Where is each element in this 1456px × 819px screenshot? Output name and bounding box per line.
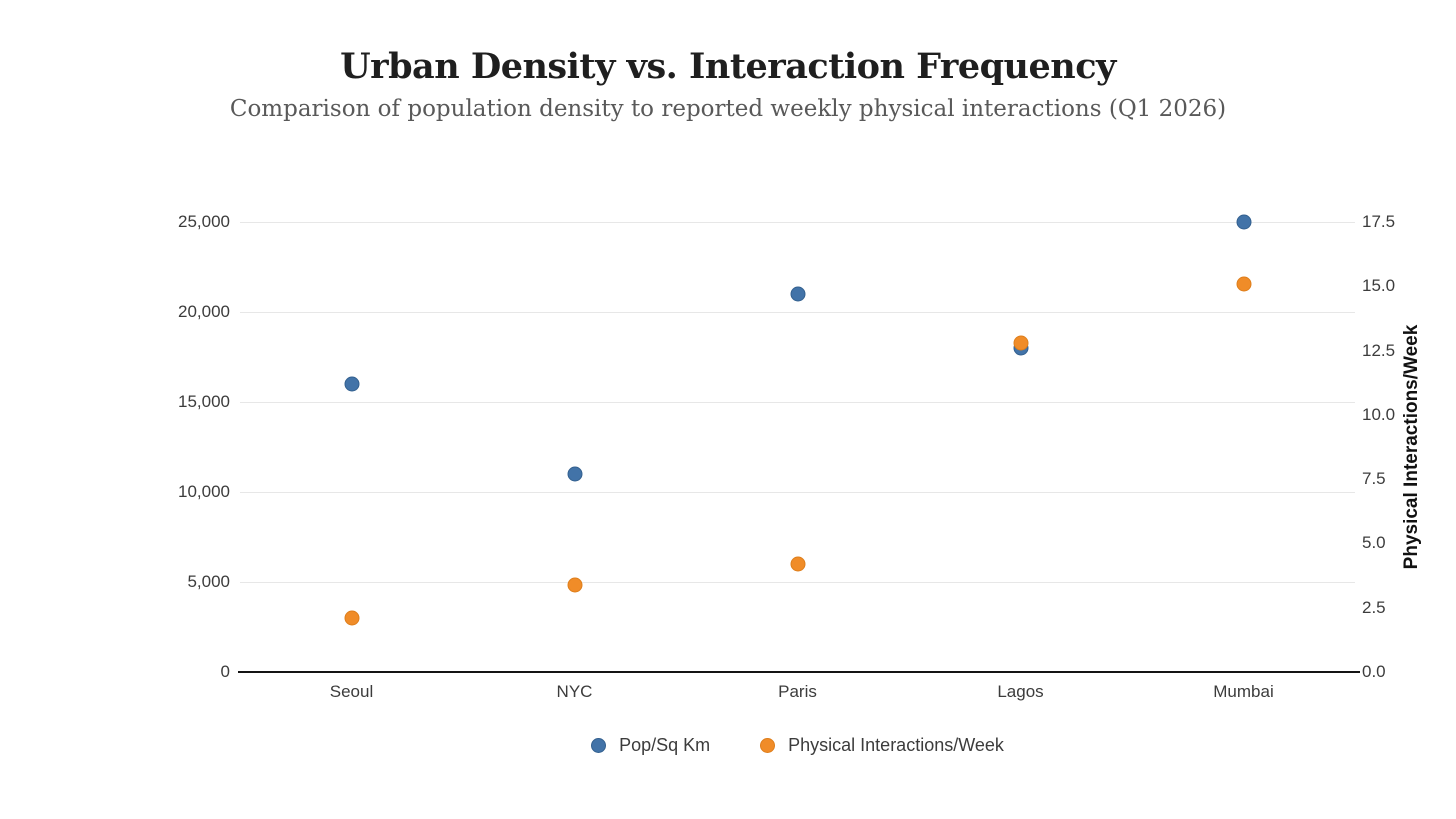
scatter-point-pop-sq-km-seoul[interactable] [344, 376, 359, 392]
scatter-point-pop-sq-km-mumbai[interactable] [1236, 214, 1251, 230]
x-axis-tick-label-lagos: Lagos [997, 682, 1044, 701]
scatter-point-physical-interactions-week-seoul[interactable] [344, 610, 359, 626]
right-axis-tick-label: 7.5 [1362, 469, 1386, 489]
legend-item-physical-interactions-week[interactable]: Physical Interactions/Week [760, 735, 1004, 756]
scatter-point-pop-sq-km-nyc[interactable] [567, 466, 582, 482]
left-axis-tick-label: 0 [220, 662, 230, 681]
gridline [240, 492, 1355, 493]
scatter-point-physical-interactions-week-paris[interactable] [790, 556, 805, 572]
left-axis-tick-label: 15,000 [178, 392, 230, 411]
x-axis-tick-label-nyc: NYC [556, 682, 593, 701]
gridline [240, 222, 1355, 223]
gridline [240, 402, 1355, 403]
chart-subtitle: Comparison of population density to repo… [229, 96, 1227, 122]
right-axis-tick-label: 2.5 [1362, 597, 1386, 617]
right-axis-tick-label: 5.0 [1362, 533, 1386, 553]
chart-title: Urban Density vs. Interaction Frequency [340, 46, 1116, 87]
scatter-point-physical-interactions-week-lagos[interactable] [1013, 335, 1028, 351]
legend-dot-icon [591, 738, 607, 753]
x-axis-tick-label-seoul: Seoul [329, 682, 374, 701]
right-axis-tick-label: 10.0 [1362, 404, 1396, 424]
legend-label: Pop/Sq Km [619, 735, 711, 755]
gridline [240, 582, 1355, 583]
x-axis-tick-label-mumbai: Mumbai [1213, 682, 1274, 701]
right-axis-tick-label: 0.0 [1362, 662, 1386, 681]
left-axis-tick-label: 5,000 [187, 572, 230, 591]
right-axis-title: Physical Interactions/Week [1401, 324, 1422, 570]
scatter-point-physical-interactions-week-mumbai[interactable] [1236, 276, 1251, 292]
legend: Pop/Sq Km Physical Interactions/Week [240, 735, 1355, 756]
scatter-point-pop-sq-km-paris[interactable] [790, 286, 805, 302]
x-axis-tick-label-paris: Paris [778, 682, 817, 701]
left-axis-tick-label: 20,000 [178, 302, 230, 321]
right-axis-tick-label: 17.5 [1362, 212, 1396, 231]
right-axis-tick-label: 12.5 [1362, 340, 1396, 360]
x-axis-line [238, 671, 1360, 673]
left-axis-tick-label: 25,000 [178, 212, 230, 231]
legend-dot-icon [760, 738, 776, 753]
legend-item-pop-sq-km[interactable]: Pop/Sq Km [591, 735, 710, 756]
scatter-point-physical-interactions-week-nyc[interactable] [567, 577, 582, 593]
gridline [240, 312, 1355, 313]
legend-label: Physical Interactions/Week [788, 735, 1004, 755]
left-axis-tick-label: 10,000 [178, 482, 230, 501]
right-axis-tick-label: 15.0 [1362, 276, 1396, 296]
